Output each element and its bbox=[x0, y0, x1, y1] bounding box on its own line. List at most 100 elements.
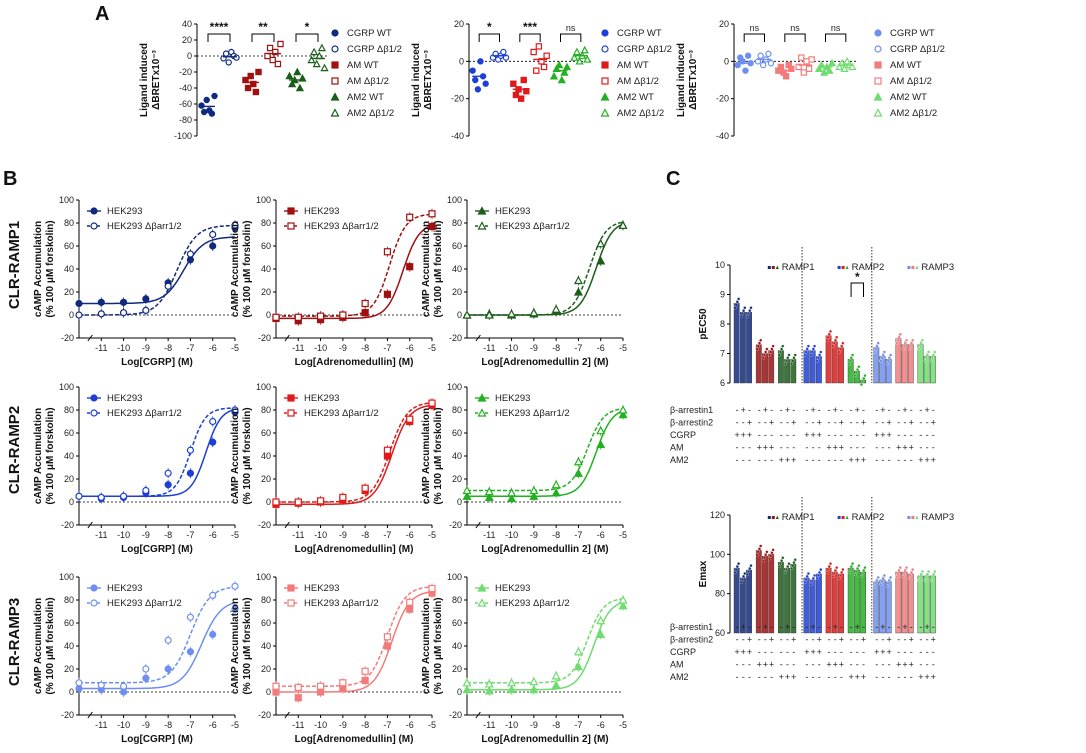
x-tick-label: -8 bbox=[164, 343, 172, 353]
data-point bbox=[75, 492, 83, 500]
data-point bbox=[739, 580, 743, 584]
y-tick-label: -20 bbox=[61, 520, 74, 530]
table-mark: - bbox=[786, 635, 789, 645]
x-tick-label: -11 bbox=[95, 343, 107, 353]
y-tick-label: 0 bbox=[459, 56, 464, 66]
table-mark: + bbox=[924, 672, 929, 682]
y-axis-label: cAMP Accumulation bbox=[230, 598, 241, 694]
legend-item: CGRP Δβ1/2 bbox=[601, 44, 672, 55]
data-point bbox=[618, 595, 628, 604]
fit-curve bbox=[79, 586, 236, 684]
data-point bbox=[211, 92, 218, 100]
x-tick-label: -5 bbox=[231, 343, 239, 353]
axis-break bbox=[475, 521, 481, 529]
data-point bbox=[472, 76, 479, 84]
y-tick-label: 0 bbox=[457, 310, 462, 320]
table-mark: - bbox=[828, 455, 831, 465]
data-point bbox=[755, 347, 759, 351]
y-axis-label: ΔBRETx10⁻³ bbox=[151, 49, 162, 109]
data-point bbox=[484, 310, 494, 319]
x-tick-label: -9 bbox=[339, 530, 347, 540]
table-mark: - bbox=[850, 622, 853, 632]
data-point bbox=[735, 565, 739, 569]
table-mark: + bbox=[817, 418, 822, 428]
data-point bbox=[749, 306, 753, 310]
y-tick-label: -20 bbox=[258, 710, 271, 720]
data-point bbox=[307, 55, 316, 64]
data-point bbox=[484, 686, 494, 695]
data-point bbox=[881, 353, 885, 357]
data-point bbox=[309, 47, 319, 56]
significance-label: **** bbox=[210, 20, 229, 34]
table-mark: - bbox=[770, 405, 773, 415]
table-mark: - bbox=[742, 672, 745, 682]
legend-item: AM2 WT bbox=[873, 92, 927, 103]
axis-break bbox=[87, 521, 93, 529]
data-point bbox=[837, 576, 841, 580]
table-mark: - bbox=[856, 635, 859, 645]
table-row-label: β-arrestin1 bbox=[670, 622, 713, 632]
table-mark: - bbox=[856, 647, 859, 657]
table-mark: - bbox=[904, 418, 907, 428]
data-point bbox=[734, 303, 738, 307]
legend-marker bbox=[907, 266, 911, 269]
data-point bbox=[803, 58, 810, 65]
table-row-label: AM2 bbox=[670, 455, 689, 465]
data-point bbox=[832, 571, 836, 576]
data-point bbox=[895, 574, 899, 579]
data-point bbox=[782, 73, 790, 80]
data-point bbox=[520, 76, 527, 84]
data-point bbox=[806, 571, 810, 576]
data-point bbox=[765, 50, 772, 58]
table-mark: - bbox=[736, 405, 739, 415]
y-axis-label: cAMP Accumulation bbox=[421, 221, 432, 317]
data-point bbox=[902, 344, 906, 348]
row-label-3: CLR-RAMP3 bbox=[6, 598, 23, 686]
data-point bbox=[932, 353, 936, 357]
data-point bbox=[917, 347, 921, 351]
table-mark: + bbox=[848, 455, 853, 465]
data-point bbox=[831, 574, 835, 579]
y-axis-label: cAMP Accumulation bbox=[33, 408, 44, 504]
data-point bbox=[887, 578, 891, 582]
curve-legend: HEK293 HEK293 Δβarr1/2 bbox=[87, 583, 182, 609]
y-tick-label: -20 bbox=[258, 520, 271, 530]
data-point bbox=[551, 680, 561, 689]
data-point bbox=[889, 353, 893, 357]
data-point bbox=[596, 238, 606, 248]
table-mark: - bbox=[881, 455, 884, 465]
legend-marker bbox=[477, 393, 487, 402]
data-point bbox=[274, 60, 282, 68]
table-mark: - bbox=[812, 443, 815, 453]
data-point bbox=[517, 95, 525, 102]
data-point bbox=[529, 491, 539, 500]
legend-item: AM2 WT bbox=[330, 92, 384, 103]
table-mark: - bbox=[926, 635, 929, 645]
data-point bbox=[886, 359, 890, 363]
data-point bbox=[781, 556, 785, 560]
data-point bbox=[897, 335, 901, 339]
data-point bbox=[164, 282, 172, 290]
legend-text: HEK293 Δβarr1/2 bbox=[495, 408, 570, 419]
y-tick-label: 20 bbox=[64, 474, 74, 484]
x-tick-label: -11 bbox=[483, 720, 495, 730]
table-mark: + bbox=[833, 405, 838, 415]
axis-break bbox=[284, 711, 290, 719]
data-point bbox=[840, 64, 849, 73]
x-tick-label: -9 bbox=[530, 343, 538, 353]
data-point bbox=[255, 68, 262, 76]
y-tick-label: 40 bbox=[261, 451, 271, 461]
table-mark: - bbox=[764, 430, 767, 440]
x-tick-label: -8 bbox=[361, 530, 369, 540]
table-mark: - bbox=[812, 672, 815, 682]
data-point bbox=[406, 598, 414, 606]
legend-marker bbox=[601, 45, 609, 53]
data-point bbox=[898, 332, 902, 336]
data-point bbox=[862, 377, 866, 381]
legend-marker bbox=[600, 92, 610, 101]
legend-item: CGRP WT bbox=[874, 28, 935, 39]
curve-legend: HEK293 HEK293 Δβarr1/2 bbox=[87, 393, 182, 419]
data-point bbox=[361, 667, 369, 675]
y-axis-label: (% 100 μM forskolin) bbox=[242, 407, 253, 504]
table-mark: - bbox=[881, 635, 884, 645]
